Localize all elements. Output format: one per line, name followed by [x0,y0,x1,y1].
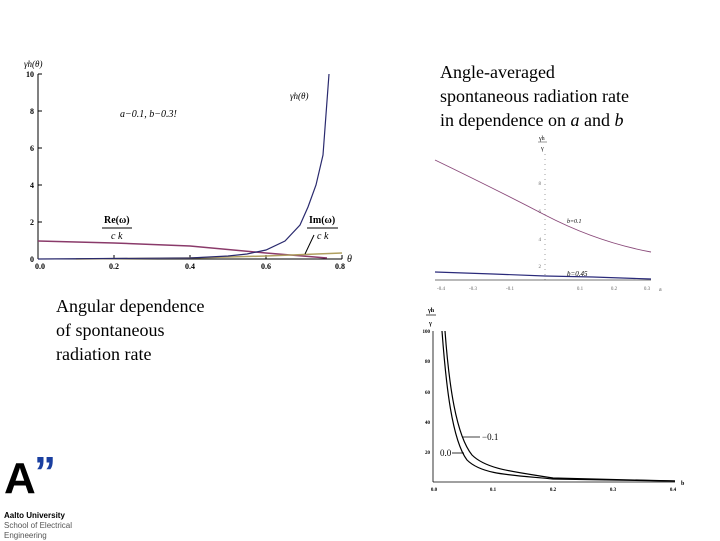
svg-text:0.2: 0.2 [109,262,119,271]
rate-vs-a-chart: γh γ 2 4 6 8 -0.4 -0.3 -0.1 0.1 0.2 0.3 … [434,136,662,293]
svg-text:2: 2 [539,265,542,270]
svg-text:-0.4: -0.4 [437,287,445,292]
svg-text:0.6: 0.6 [261,262,271,271]
gamma-curve [37,73,330,260]
x-ticks: 0.0 0.1 0.2 0.3 0.4 [431,488,677,493]
caption-line: Angular dependence [56,296,205,316]
y-label-num: γh [538,136,545,142]
svg-text:0.0: 0.0 [35,262,45,271]
x-ticks: 0.0 0.2 0.4 0.6 0.8 [35,262,345,271]
svg-text:60: 60 [425,391,431,396]
svg-text:40: 40 [425,421,431,426]
angular-dependence-caption: Angular dependence of spontaneous radiat… [56,294,256,366]
caption-text: in dependence on [440,110,571,130]
svg-text:100: 100 [423,330,431,335]
svg-text:8: 8 [30,107,34,116]
svg-text:6: 6 [30,144,34,153]
svg-text:0.4: 0.4 [185,262,195,271]
svg-text:80: 80 [425,360,431,365]
im-label-den: c k [317,231,329,242]
rate-vs-b-chart: γh γ 20 40 60 80 100 0.0 0.1 0.2 0.3 0.4… [423,308,686,493]
logo-university-name: Aalto University [4,511,65,520]
neg-0.1-label: −0.1 [482,432,498,442]
arrow-pointer [304,234,315,255]
svg-text:4: 4 [539,238,542,243]
svg-text:8: 8 [539,182,542,187]
logo-school-name: School of Electrical [4,521,73,530]
gamma-label: γh(θ) [290,91,308,101]
curve-0.0 [441,330,676,482]
svg-text:0.2: 0.2 [611,287,618,292]
svg-text:0.4: 0.4 [670,488,677,493]
var-a: a [570,110,580,130]
parameter-annotation: a−0.1, b−0.3! [120,109,177,120]
logo-school-name-2: Engineering [4,531,47,540]
y-label-den: γ [540,146,544,152]
re-label-den: c k [111,231,123,242]
angular-rate-chart: γh(θ) 0 2 4 6 8 10 0.0 0.2 0.4 0.6 0.8 θ… [24,59,352,271]
zero-label: 0.0 [440,448,452,458]
caption-line: in dependence on a and b [440,108,700,132]
b-0.45-curve [434,271,652,280]
logo-a-mark: A [4,454,36,503]
b-0.45-label: b=0.45 [567,270,588,278]
svg-text:-0.1: -0.1 [506,287,514,292]
curve-neg-0.1 [444,330,676,482]
caption-text: and [579,110,615,130]
im-label-num: Im(ω) [309,215,335,226]
x-ticks: -0.4 -0.3 -0.1 0.1 0.2 0.3 [437,287,651,292]
caption-line: radiation rate [56,344,152,364]
var-b: b [614,110,624,130]
y-label-den: γ [428,321,432,327]
caption-line: of spontaneous [56,320,165,340]
caption-line: Angle-averaged [440,62,555,82]
re-label-num: Re(ω) [104,215,130,226]
svg-text:0.1: 0.1 [490,488,497,493]
b-0.1-label: b=0.1 [567,219,582,225]
svg-text:0.3: 0.3 [644,287,651,292]
svg-text:0.1: 0.1 [577,287,584,292]
y-label-num: γh [427,308,435,314]
svg-text:0.0: 0.0 [431,488,438,493]
svg-text:0.3: 0.3 [610,488,617,493]
svg-text:4: 4 [30,181,34,190]
svg-text:2: 2 [30,218,34,227]
y-ticks: 20 40 60 80 100 [423,330,431,456]
svg-text:20: 20 [425,451,431,456]
caption-line: spontaneous radiation rate [440,86,629,106]
x-axis-label: a [659,287,662,293]
svg-text:0: 0 [30,255,34,264]
b-0.1-curve [434,159,652,253]
averaged-rate-caption: Angle-averaged spontaneous radiation rat… [440,60,700,132]
x-axis-label: θ [347,254,352,265]
svg-text:-0.3: -0.3 [469,287,477,292]
x-axis-label: b [681,481,685,487]
svg-text:0.2: 0.2 [550,488,557,493]
svg-text:10: 10 [26,70,34,79]
y-axis-label: γh(θ) [24,59,42,69]
aalto-logo: A ” Aalto University School of Electrica… [4,448,104,540]
y-ticks: 0 2 4 6 8 10 [26,70,34,264]
y-ticks: 2 4 6 8 [539,182,542,270]
logo-quote-mark: ” [34,448,56,497]
svg-text:0.8: 0.8 [335,262,345,271]
